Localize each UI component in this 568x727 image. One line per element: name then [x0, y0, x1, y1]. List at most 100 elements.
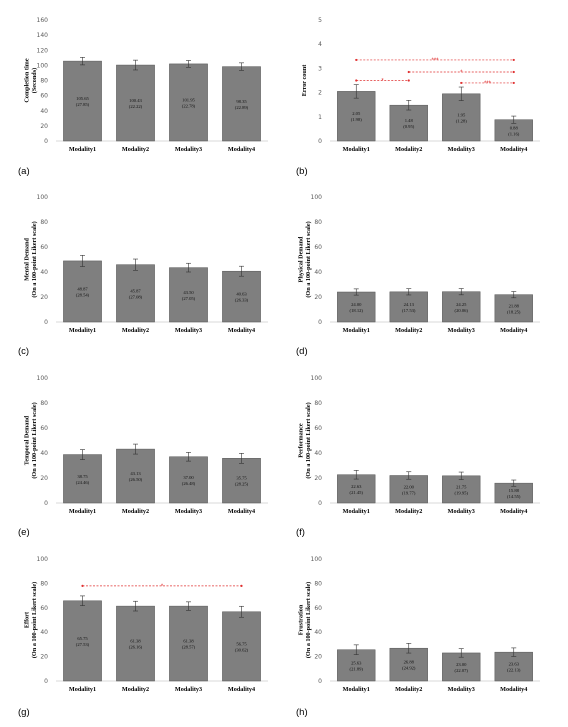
- y-tick-label: 140: [37, 32, 49, 39]
- bar-value-label: 1.48: [405, 118, 414, 123]
- y-tick-label: 40: [40, 269, 48, 276]
- bar-sd-label: (19.95): [455, 490, 469, 495]
- significance-mark: ***: [484, 81, 492, 87]
- x-tick-label: Modality2: [122, 327, 149, 334]
- x-tick-label: Modality3: [448, 686, 475, 693]
- bar-sd-label: (22.13): [507, 668, 521, 673]
- significance-endpoint: [512, 58, 515, 62]
- bar-modality2: [116, 448, 155, 504]
- bar-sd-label: (26.16): [129, 645, 143, 650]
- y-tick-label: 100: [37, 62, 49, 69]
- y-tick-label: 80: [314, 400, 322, 407]
- significance-endpoint: [240, 584, 243, 587]
- y-tick-label: 5: [318, 17, 322, 24]
- bar-modality2: [389, 647, 428, 682]
- y-tick-label: 80: [40, 78, 48, 85]
- significance-mark: *: [381, 79, 384, 85]
- bar-sd-label: (1.16): [508, 131, 520, 136]
- significance-endpoint: [407, 79, 410, 82]
- panel-label: (c): [18, 346, 29, 357]
- bar-modality4: [494, 294, 533, 323]
- y-tick-label: 0: [318, 500, 322, 507]
- y-tick-label: 100: [37, 556, 49, 563]
- bar-value-label: 37.00: [183, 475, 194, 480]
- bar-sd-label: (22.78): [182, 103, 196, 108]
- y-axis-label: (On a 100-point Likert scale): [31, 221, 38, 297]
- panel-label: (f): [296, 527, 305, 538]
- chart-panel-5: 02040608010038.75(24.46)Modality143.13(2…: [18, 375, 268, 538]
- x-tick-label: Modality3: [175, 327, 202, 334]
- bar-sd-label: (26.33): [235, 298, 249, 303]
- bar-modality3: [169, 267, 208, 323]
- bar-modality2: [116, 264, 155, 323]
- bar-modality1: [337, 91, 376, 142]
- significance-endpoint: [81, 584, 84, 587]
- y-tick-label: 100: [37, 194, 49, 201]
- panel-label: (d): [296, 346, 308, 357]
- significance-endpoint: [355, 58, 358, 62]
- bar-value-label: 56.75: [236, 641, 247, 646]
- bar-value-label: 23.63: [509, 662, 520, 667]
- bar-value-label: 61.38: [183, 639, 194, 644]
- y-tick-label: 40: [314, 629, 322, 636]
- bar-sd-label: (28.57): [182, 645, 196, 650]
- bar-modality2: [116, 64, 155, 142]
- y-tick-label: 60: [314, 605, 322, 612]
- bar-modality3: [442, 291, 481, 323]
- bar-modality2: [116, 605, 155, 682]
- bar-sd-label: (1.98): [351, 117, 363, 122]
- bar-value-label: 0.88: [510, 125, 519, 130]
- y-tick-label: 4: [318, 41, 322, 48]
- y-axis-label: (On a 100-point Likert scale): [305, 221, 312, 297]
- bar-value-label: 101.95: [182, 97, 195, 102]
- y-tick-label: 40: [40, 108, 48, 115]
- bar-value-label: 24.13: [404, 302, 415, 307]
- x-tick-label: Modality1: [343, 146, 370, 153]
- chart-panel-8: 02040608010025.63(21.89)Modality126.88(2…: [296, 556, 540, 718]
- bar-modality4: [494, 651, 533, 682]
- x-tick-label: Modality2: [395, 686, 422, 693]
- y-axis-label: Error count: [301, 64, 308, 97]
- x-tick-label: Modality2: [395, 146, 422, 153]
- bar-value-label: 98.35: [236, 99, 247, 104]
- y-axis-label: Temporal Demand: [24, 415, 31, 465]
- bar-modality1: [63, 454, 102, 504]
- y-tick-label: 20: [40, 654, 48, 661]
- bar-value-label: 48.87: [77, 286, 88, 291]
- bar-sd-label: (27.85): [76, 102, 90, 107]
- bar-value-label: 24.00: [351, 302, 362, 307]
- significance-endpoint: [512, 81, 515, 85]
- x-tick-label: Modality3: [175, 508, 202, 515]
- y-tick-label: 60: [40, 93, 48, 100]
- y-tick-label: 80: [40, 400, 48, 407]
- y-tick-label: 120: [37, 47, 49, 54]
- y-tick-label: 40: [40, 629, 48, 636]
- bar-modality1: [63, 600, 102, 682]
- bar-sd-label: (27.08): [129, 294, 143, 299]
- x-tick-label: Modality4: [500, 686, 527, 693]
- bar-value-label: 24.25: [456, 302, 467, 307]
- y-tick-label: 20: [40, 294, 48, 301]
- bar-sd-label: (22.22): [129, 104, 143, 109]
- x-tick-label: Modality1: [69, 327, 96, 334]
- bar-value-label: 2.05: [352, 111, 361, 116]
- y-tick-label: 20: [40, 475, 48, 482]
- bar-sd-label: (18.25): [507, 309, 521, 314]
- x-tick-label: Modality4: [500, 327, 527, 334]
- bar-value-label: 43.50: [183, 290, 194, 295]
- y-tick-label: 100: [311, 375, 323, 382]
- chart-panel-2: 0 1 2 3 4 5 2.05(1.98) Modality1 1.48(0.95) Modal…: [296, 17, 540, 177]
- y-tick-label: 3: [318, 65, 322, 72]
- bar-sd-label: (24.46): [76, 480, 90, 485]
- y-tick-label: 20: [314, 294, 322, 301]
- y-tick-label: 60: [40, 244, 48, 251]
- y-tick-label: 1: [318, 114, 322, 121]
- bar-sd-label: (22.07): [455, 668, 469, 673]
- bar-value-label: 22.63: [351, 484, 362, 489]
- panel-label: (e): [18, 527, 30, 538]
- bar-modality2: [389, 104, 428, 142]
- bar-modality1: [337, 474, 376, 504]
- bar-modality4: [222, 270, 261, 323]
- bar-sd-label: (17.53): [402, 308, 416, 313]
